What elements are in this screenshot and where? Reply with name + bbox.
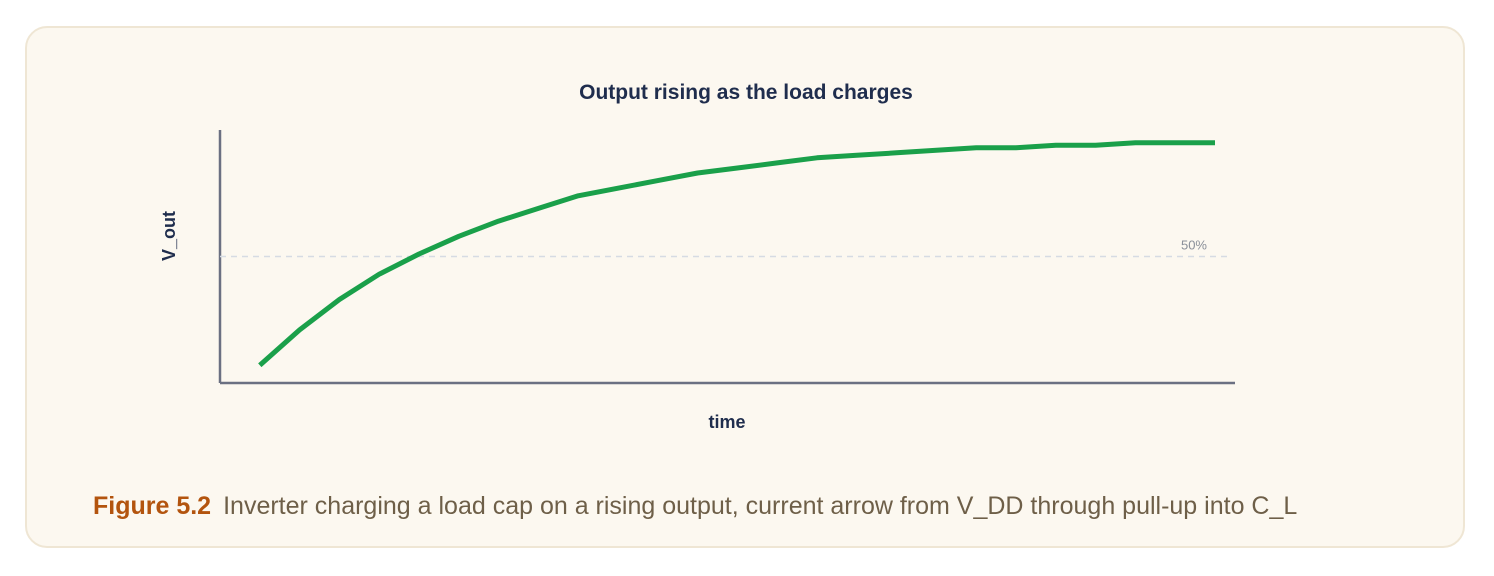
series-line xyxy=(258,140,1215,368)
figure-caption: Figure 5.2 Inverter charging a load cap o… xyxy=(93,492,1297,521)
chart-title: Output rising as the load charges xyxy=(579,81,913,104)
figure-caption-text: Inverter charging a load cap on a rising… xyxy=(223,492,1298,520)
figure-label: Figure 5.2 xyxy=(93,492,212,520)
series-line-0 xyxy=(258,140,1215,368)
reference-line: 50% xyxy=(220,238,1230,258)
reference-line-label: 50% xyxy=(1181,238,1207,253)
y-axis-label: V_out xyxy=(159,211,179,261)
x-axis-label: time xyxy=(708,412,745,432)
figure-card xyxy=(25,26,1465,548)
